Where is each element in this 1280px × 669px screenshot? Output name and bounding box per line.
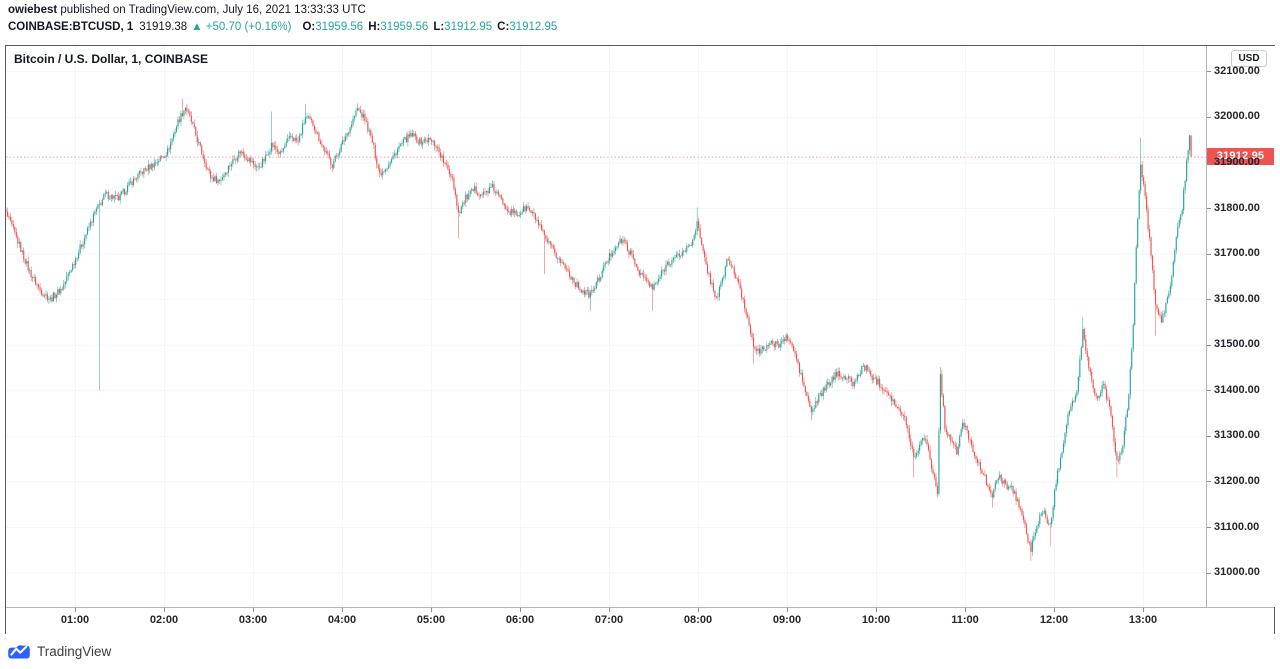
candlestick-canvas[interactable] — [6, 46, 1206, 607]
time-axis[interactable]: 01:00 02:00 03:00 04:00 05:00 06:00 07:00 08:00… — [6, 607, 1274, 634]
price-axis-tick — [1207, 481, 1211, 483]
time-axis-tick — [1143, 608, 1144, 612]
last-price-tag: 31912.95 — [1207, 148, 1274, 166]
time-axis-tick — [965, 608, 966, 612]
time-axis-label: 11:00 — [951, 614, 979, 626]
time-axis-label: 03:00 — [238, 614, 268, 626]
price-axis-label: 31900.00 — [1214, 156, 1260, 169]
price-axis-tick — [1207, 208, 1211, 210]
legend-last-price: 31919.38 — [139, 21, 188, 33]
time-axis-label: 10:00 — [861, 614, 891, 626]
time-axis-label: 07:00 — [594, 614, 624, 626]
time-axis-label: 04:00 — [327, 614, 357, 626]
price-axis-tick — [1207, 435, 1211, 437]
price-axis-tick — [1207, 253, 1211, 255]
time-axis-tick — [787, 608, 788, 612]
tradingview-brand-text[interactable]: TradingView — [37, 643, 112, 659]
footer-branding: TradingView — [7, 639, 111, 663]
price-axis-label: 31300.00 — [1214, 429, 1260, 442]
price-axis-label: 32000.00 — [1214, 110, 1260, 123]
legend-high-label: H: — [368, 21, 381, 33]
legend-low-value: 31912.95 — [444, 21, 493, 33]
time-axis-tick — [609, 608, 610, 612]
time-axis-tick — [253, 608, 254, 612]
legend-open-label: O: — [302, 21, 316, 33]
time-axis-tick — [431, 608, 432, 612]
price-axis-label: 31000.00 — [1214, 566, 1260, 579]
price-axis[interactable]: USD 31912.95 32100.00 32000.00 31900.00 318… — [1206, 46, 1275, 607]
time-axis-tick — [876, 608, 877, 612]
legend-close-label: C: — [497, 21, 510, 33]
legend-change: ▲ +50.70 (+0.16%) — [191, 21, 292, 33]
price-axis-label: 31600.00 — [1214, 292, 1260, 305]
price-axis-label: 32100.00 — [1214, 64, 1260, 77]
price-axis-label: 31700.00 — [1214, 247, 1260, 260]
time-axis-tick — [164, 608, 165, 612]
price-axis-tick — [1207, 344, 1211, 346]
publish-info-text: published on TradingView.com, July 16, 2… — [57, 4, 366, 16]
tradingview-logo-icon[interactable] — [7, 642, 31, 661]
price-axis-tick — [1207, 299, 1211, 301]
legend-open-value: 31959.56 — [315, 21, 364, 33]
legend-low-label: L: — [433, 21, 445, 33]
price-axis-tick — [1207, 116, 1211, 118]
price-axis-label: 31100.00 — [1214, 520, 1260, 533]
price-axis-tick — [1207, 162, 1211, 164]
time-axis-label: 02:00 — [149, 614, 179, 626]
time-axis-label: 12:00 — [1039, 614, 1069, 626]
time-axis-tick — [1054, 608, 1055, 612]
time-axis-label: 09:00 — [772, 614, 802, 626]
chart-title[interactable]: Bitcoin / U.S. Dollar, 1, COINBASE — [14, 52, 209, 66]
publish-line: owiebest published on TradingView.com, J… — [8, 4, 366, 16]
price-axis-tick — [1207, 390, 1211, 392]
time-axis-label: 06:00 — [505, 614, 535, 626]
price-axis-label: 31800.00 — [1214, 201, 1260, 214]
publisher-username: owiebest — [8, 4, 58, 16]
symbol-legend: COINBASE:BTCUSD, 1 31919.38 ▲ +50.70 (+0.1… — [8, 21, 557, 33]
time-axis-tick — [698, 608, 699, 612]
time-axis-tick — [75, 608, 76, 612]
time-axis-label: 08:00 — [683, 614, 713, 626]
price-axis-tick — [1207, 572, 1211, 574]
price-axis-tick — [1207, 527, 1211, 529]
legend-close-value: 31912.95 — [509, 21, 558, 33]
price-axis-label: 31200.00 — [1214, 474, 1260, 487]
time-axis-label: 13:00 — [1128, 614, 1158, 626]
chart-widget: Bitcoin / U.S. Dollar, 1, COINBASE USD 3… — [5, 45, 1275, 634]
time-axis-label: 05:00 — [416, 614, 446, 626]
time-axis-label: 01:00 — [60, 614, 90, 626]
price-axis-label: 31500.00 — [1214, 338, 1260, 351]
symbol-name[interactable]: COINBASE:BTCUSD, 1 — [8, 21, 134, 33]
price-axis-tick — [1207, 71, 1211, 73]
time-axis-tick — [342, 608, 343, 612]
time-axis-tick — [520, 608, 521, 612]
price-axis-label: 31400.00 — [1214, 383, 1260, 396]
legend-high-value: 31959.56 — [380, 21, 429, 33]
currency-toggle-button[interactable]: USD — [1231, 50, 1267, 67]
